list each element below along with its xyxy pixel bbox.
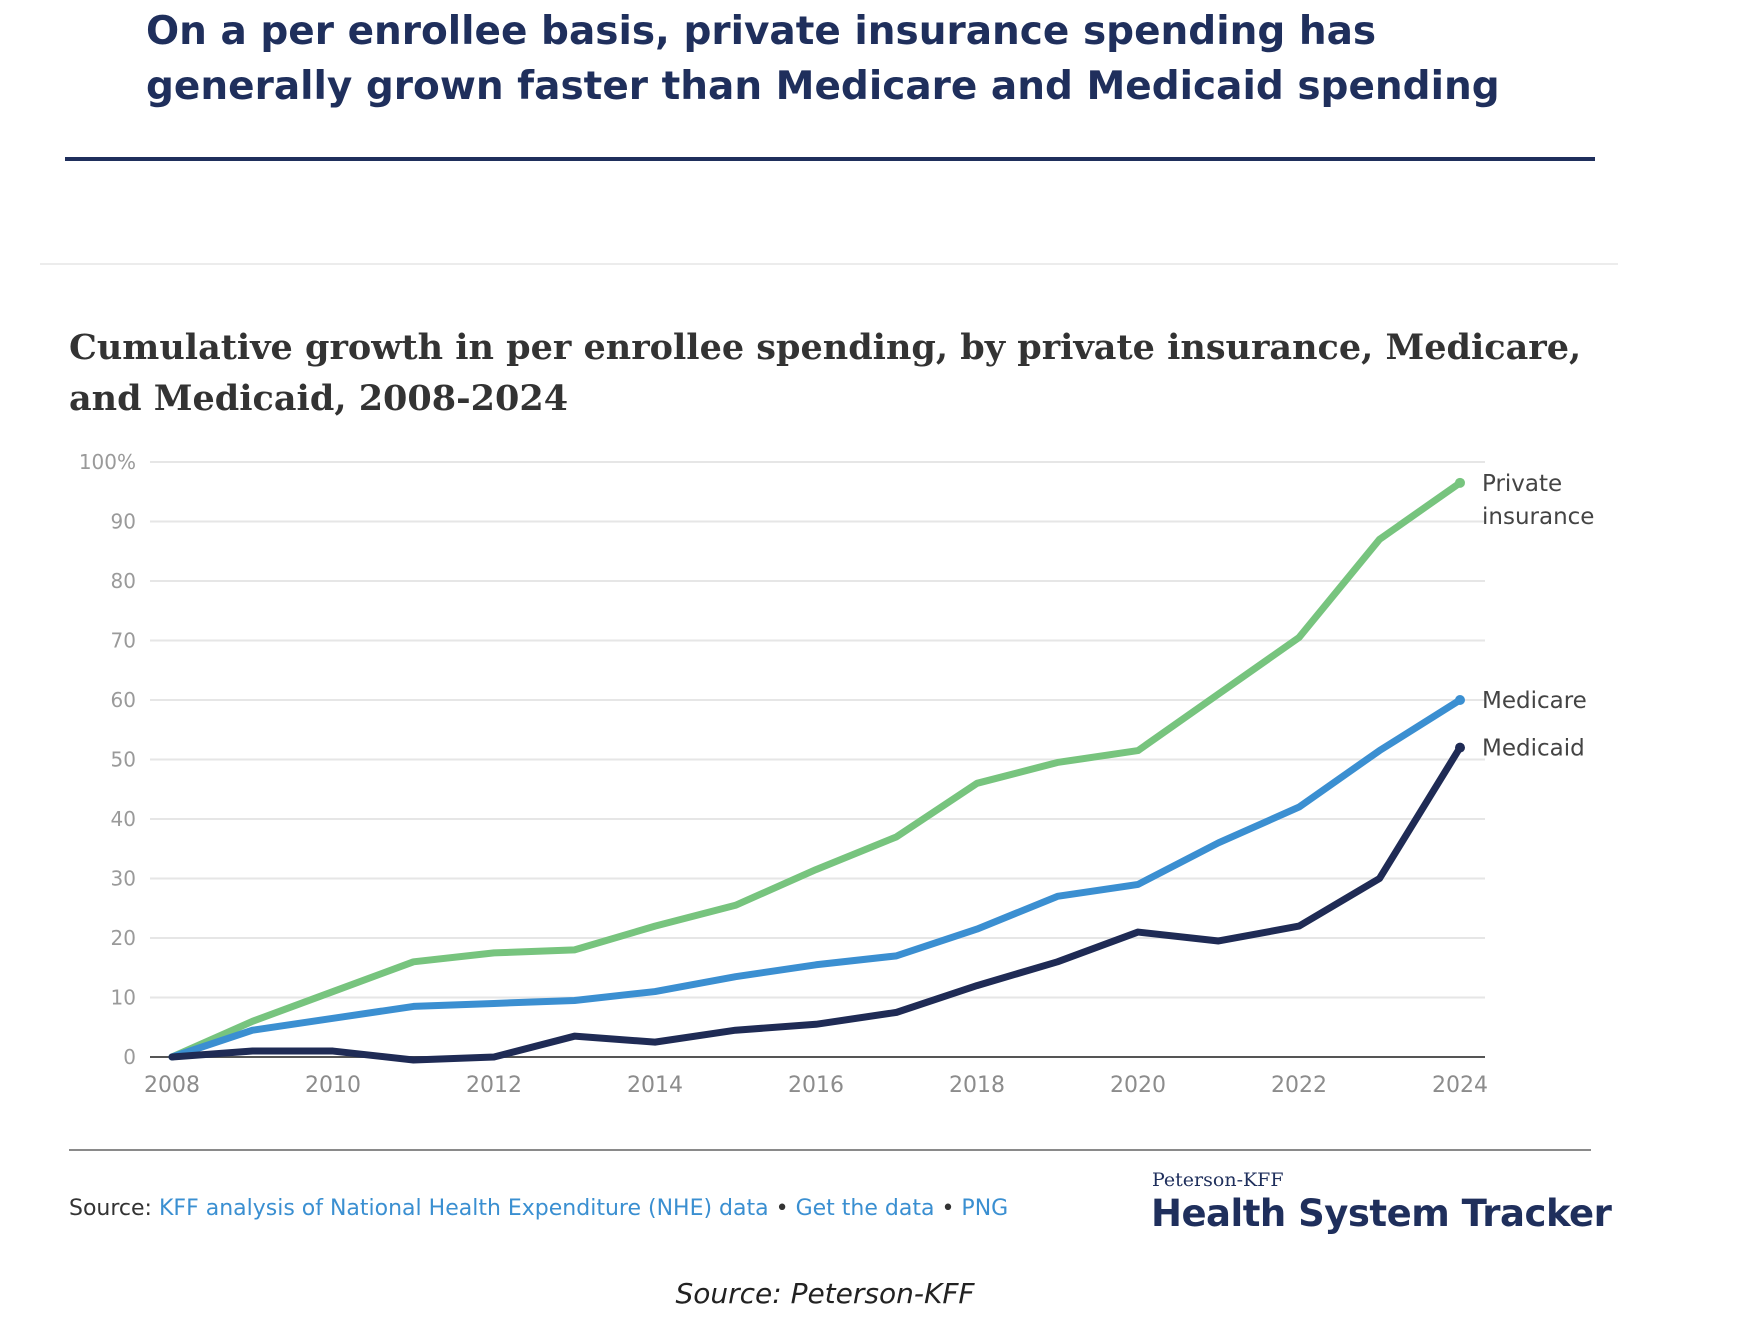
headline-divider — [65, 157, 1595, 161]
y-tick-label: 40 — [111, 807, 136, 831]
series-label-medicare: Medicare — [1482, 688, 1587, 714]
y-tick-label: 70 — [111, 629, 136, 653]
y-tick-label: 90 — [111, 510, 136, 534]
source-prefix: Source: — [69, 1196, 152, 1221]
x-tick-label: 2008 — [144, 1073, 200, 1098]
footer-divider — [69, 1149, 1591, 1151]
png-link[interactable]: PNG — [961, 1196, 1009, 1221]
y-axis-ticks: 100% 90 80 70 60 50 40 30 20 10 0 — [79, 450, 136, 1069]
y-tick-label: 10 — [111, 986, 136, 1010]
brand-logo-text: Health System Tracker — [1151, 1192, 1612, 1235]
series-line-medicaid — [168, 744, 1464, 1064]
gridlines — [150, 461, 1485, 999]
series-end-point — [1455, 477, 1465, 488]
series-labels: Private insurance Medicare Medicaid — [1482, 471, 1594, 762]
headline: On a per enrollee basis, private insuran… — [146, 9, 1500, 109]
get-data-link[interactable]: Get the data — [795, 1196, 935, 1221]
x-tick-label: 2022 — [1271, 1073, 1327, 1098]
series-label-private-insurance: Private — [1482, 471, 1562, 497]
x-tick-label: 2016 — [788, 1073, 844, 1098]
y-tick-label: 0 — [123, 1045, 136, 1069]
x-tick-label: 2020 — [1110, 1073, 1166, 1098]
separator: • — [941, 1196, 955, 1221]
series-line-private-insurance — [168, 479, 1464, 1061]
series-label-medicaid: Medicaid — [1482, 736, 1585, 762]
x-tick-label: 2010 — [305, 1073, 361, 1098]
y-tick-label: 80 — [111, 569, 136, 593]
y-tick-label: 60 — [111, 688, 136, 712]
source-link[interactable]: KFF analysis of National Health Expendit… — [158, 1196, 769, 1221]
y-tick-label: 50 — [111, 748, 136, 772]
series-end-point — [1455, 742, 1465, 753]
x-tick-label: 2012 — [466, 1073, 522, 1098]
chart-title: Cumulative growth in per enrollee spendi… — [69, 327, 1582, 419]
separator: • — [775, 1196, 789, 1221]
series-line-medicare — [168, 696, 1464, 1061]
x-tick-label: 2024 — [1432, 1073, 1488, 1098]
series-end-point — [1455, 695, 1465, 705]
series-lines — [168, 477, 1465, 1064]
y-tick-label: 20 — [111, 926, 136, 950]
series-label-private-insurance: insurance — [1482, 504, 1594, 530]
x-tick-label: 2014 — [627, 1073, 683, 1098]
y-tick-label: 30 — [111, 867, 136, 891]
y-tick-label: 100% — [79, 450, 136, 474]
x-axis-ticks: 2008 2010 2012 2014 2016 2018 2020 2022 2024 — [144, 1073, 1488, 1098]
image-caption: Source: Peterson-KFF — [675, 1277, 975, 1310]
source-line: Source: KFF analysis of National Health … — [69, 1196, 1008, 1221]
x-tick-label: 2018 — [949, 1073, 1005, 1098]
section-divider — [40, 263, 1618, 265]
brand-name-small: Peterson-KFF — [1152, 1169, 1284, 1191]
